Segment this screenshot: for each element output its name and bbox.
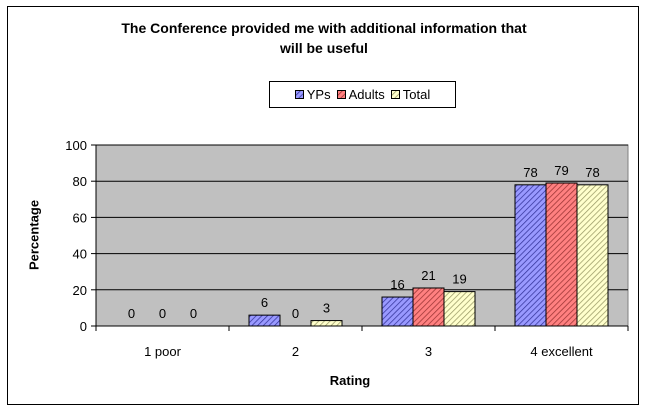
y-tick-label-100: 100 (65, 138, 87, 153)
bar-adults-3 (545, 182, 578, 327)
legend-item-yps: YPs (294, 87, 331, 102)
bar-total-3 (576, 184, 609, 327)
data-label-yps-3: 78 (523, 165, 537, 180)
x-axis-title: Rating (329, 373, 371, 388)
y-axis-title: Percentage (26, 199, 42, 271)
bar-adults-2 (412, 287, 445, 327)
data-label-total-0: 0 (190, 306, 197, 321)
chart-title: The Conference provided me with addition… (0, 18, 648, 58)
bar-yps-1 (248, 314, 281, 327)
legend-label-yps: YPs (306, 87, 331, 102)
bar-yps-2 (381, 296, 414, 327)
data-label-total-3: 78 (585, 165, 599, 180)
data-label-total-2: 19 (452, 272, 466, 287)
data-label-adults-2: 21 (421, 268, 435, 283)
data-label-total-1: 3 (323, 301, 330, 316)
x-tick-label-0: 1 poor (144, 344, 182, 359)
data-label-adults-1: 0 (292, 306, 299, 321)
legend-swatch-adults (336, 90, 346, 99)
data-label-yps-1: 6 (261, 295, 268, 310)
y-tick-label-80: 80 (73, 174, 87, 189)
bar-yps-3 (514, 184, 547, 327)
chart-title-line-1: The Conference provided me with addition… (121, 20, 527, 36)
legend: YPs Adults Total (269, 81, 456, 108)
legend-item-total: Total (390, 87, 431, 102)
bar-total-1 (310, 320, 343, 327)
chart-title-line-2: will be useful (280, 40, 368, 56)
y-tick-label-60: 60 (73, 210, 87, 225)
data-label-yps-0: 0 (128, 306, 135, 321)
y-tick-label-0: 0 (80, 319, 87, 334)
legend-swatch-total (390, 90, 400, 99)
x-tick-label-1: 2 (292, 344, 299, 359)
x-tick-label-2: 3 (425, 344, 432, 359)
legend-item-adults: Adults (336, 87, 385, 102)
bar-total-2 (443, 291, 476, 327)
data-label-yps-2: 16 (390, 277, 404, 292)
legend-label-adults: Adults (348, 87, 385, 102)
y-tick-label-40: 40 (73, 247, 87, 262)
legend-swatch-yps (294, 90, 304, 99)
data-label-adults-3: 79 (554, 163, 568, 178)
x-tick-label-3: 4 excellent (530, 344, 593, 359)
y-tick-label-20: 20 (73, 283, 87, 298)
data-label-adults-0: 0 (159, 306, 166, 321)
legend-label-total: Total (402, 87, 431, 102)
